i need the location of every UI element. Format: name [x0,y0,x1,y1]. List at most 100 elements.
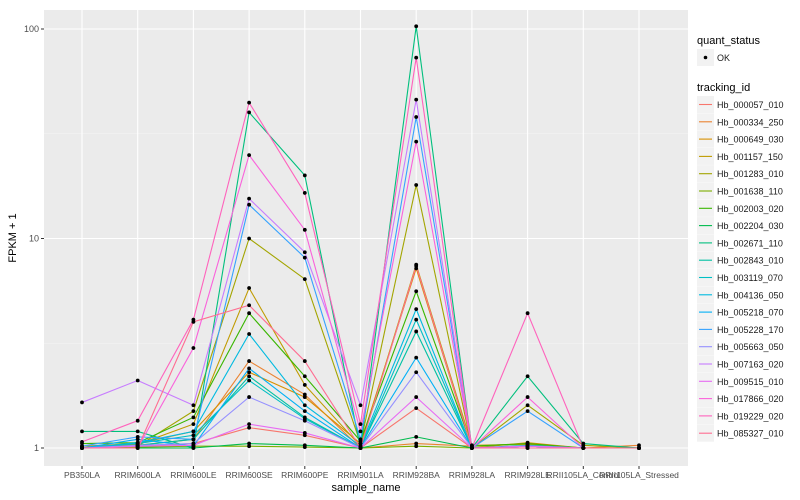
data-point [302,418,307,423]
data-point [247,425,252,430]
data-points [80,24,641,450]
legend-label: Hb_002671_110 [717,238,783,248]
x-tick-label: RRII105LA_Stressed [599,470,679,480]
legend-label: Hb_001283_010 [717,169,784,179]
data-point [247,359,252,363]
data-point [637,443,641,448]
x-tick-label: RRII105LA_Control [546,470,620,480]
data-point [302,173,307,178]
data-point [358,403,363,408]
data-point [135,446,140,450]
x-tick-label: RRIM928BA [393,470,441,480]
legend-label: Hb_000649_030 [717,135,784,145]
y-tick-label: 1 [34,443,39,453]
legend-label: Hb_007163_020 [717,360,784,370]
data-point [414,317,419,322]
data-point [135,440,140,445]
x-tick-label: RRIM600LE [170,470,217,480]
point-icon [703,55,708,60]
data-point [637,446,641,450]
data-point [581,446,586,450]
data-point [247,196,252,201]
x-tick-label: RRIM928LA [449,470,496,480]
x-tick-label: RRIM928LE [504,470,551,480]
data-point [414,395,419,399]
x-axis-title: sample_name [331,482,400,494]
data-point [247,100,252,105]
data-point [247,332,252,336]
data-point [247,110,252,115]
data-point [302,409,307,414]
data-point [581,441,586,446]
data-point [414,289,419,294]
data-point [302,443,307,448]
legend-label: Hb_017866_020 [717,394,784,404]
data-point [302,431,307,435]
data-point [414,329,419,334]
data-point [302,403,307,408]
data-point [414,355,419,360]
legend-label: Hb_002843_010 [717,256,784,266]
data-point [247,236,252,241]
data-point [80,429,84,434]
data-point [80,400,84,405]
legend-label: Hb_001638_110 [717,187,783,197]
data-point [191,415,196,420]
legend-label: Hb_005663_050 [717,342,784,352]
legend-label: Hb_009515_010 [717,377,784,387]
data-point [414,441,419,446]
legend-title-tracking-id: tracking_id [697,82,750,94]
data-point [358,437,363,442]
data-point [80,446,84,450]
data-point [191,433,196,438]
x-axis: PB350LA RRIM600LA RRIM600LE RRIM600SE RRIM60… [64,466,679,480]
data-point [414,97,419,102]
data-point [191,319,196,324]
data-point [414,24,419,29]
data-point [247,286,252,290]
data-point [302,277,307,282]
legend-items: Hb_000057_010 Hb_000334_250 Hb_000649_030 H… [697,96,784,442]
y-axis-title: FPKM + 1 [7,213,19,262]
data-point [247,370,252,375]
legend: quant_status OK tracking_id Hb_000057_01… [697,35,784,442]
x-tick-label: RRIM600LA [115,470,162,480]
legend-label: Hb_005228_170 [717,325,784,335]
data-point [414,263,419,268]
data-point [525,446,530,450]
y-tick-label: 10 [29,234,39,244]
data-point [80,439,84,444]
data-point [358,429,363,434]
data-point [302,250,307,255]
data-point [470,446,474,450]
data-point [135,418,140,423]
data-point [302,383,307,387]
data-point [247,202,252,207]
legend-label: Hb_005218_070 [717,308,784,318]
data-point [358,422,363,427]
data-point [414,139,419,144]
legend-label: Hb_002204_030 [717,221,784,231]
legend-label: Hb_000057_010 [717,100,784,110]
data-point [358,446,363,450]
data-point [247,441,252,446]
data-point [414,434,419,439]
data-point [414,115,419,119]
y-axis: 1 10 100 [24,24,44,453]
data-point [247,311,252,316]
legend-label: Hb_001157_150 [717,152,783,162]
legend-label: Hb_002003_020 [717,204,784,214]
data-point [191,422,196,427]
legend-label: Hb_019229_020 [717,411,784,421]
x-tick-label: RRIM600SE [225,470,273,480]
data-point [414,307,419,312]
data-point [247,153,252,158]
data-point [525,311,530,316]
y-tick-label: 100 [24,24,39,34]
data-point [191,443,196,448]
legend-label: Hb_003119_070 [717,273,783,283]
data-point [302,191,307,195]
data-point [247,444,252,449]
